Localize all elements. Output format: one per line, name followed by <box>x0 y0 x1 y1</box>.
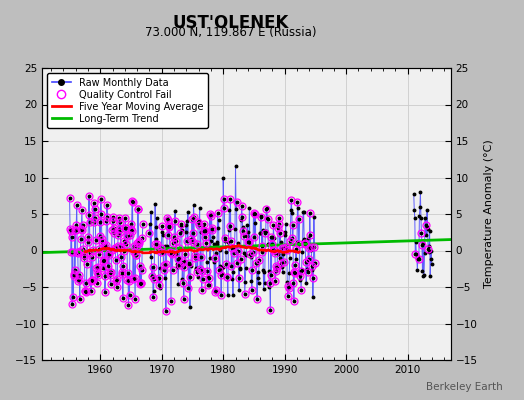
Legend: Raw Monthly Data, Quality Control Fail, Five Year Moving Average, Long-Term Tren: Raw Monthly Data, Quality Control Fail, … <box>47 73 208 128</box>
Text: Berkeley Earth: Berkeley Earth <box>427 382 503 392</box>
Text: 73.000 N, 119.867 E (Russia): 73.000 N, 119.867 E (Russia) <box>145 26 316 39</box>
Text: UST'OLENEK: UST'OLENEK <box>172 14 289 32</box>
Y-axis label: Temperature Anomaly (°C): Temperature Anomaly (°C) <box>485 140 495 288</box>
